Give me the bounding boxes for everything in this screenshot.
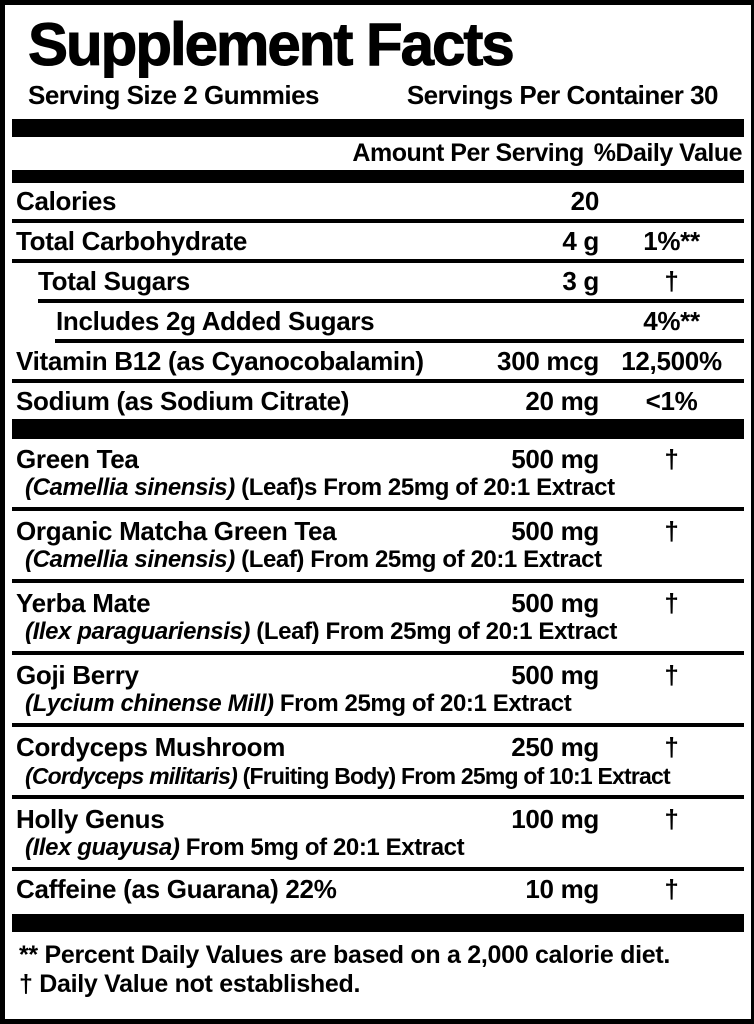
ingredient-amount: 500 mg [511,587,599,618]
botanical-latin-name: (Ilex guayusa) [25,834,180,862]
nutrient-amount: 300 mcg [497,345,599,376]
column-header-amount: Amount Per Serving [352,139,584,167]
ingredient-amount: 500 mg [511,443,599,474]
nutrient-row-vitamin-b12: Vitamin B12 (as Cyanocobalamin) 300 mcg … [12,343,744,379]
ingredient-amount: 250 mg [511,732,599,763]
ingredient-daily-value: † [664,803,679,834]
botanical-extract-info: (Leaf)s From 25mg of 20:1 Extract [234,474,615,502]
row-divider [12,795,744,799]
botanical-detail: (Cordyceps militaris) (Fruiting Body) Fr… [12,762,744,789]
botanical-extract-info: From 5mg of 20:1 Extract [179,834,465,862]
botanical-latin-name: (Lycium chinense Mill) [25,690,274,718]
ingredient-daily-value: † [664,732,679,763]
row-divider [12,579,744,583]
nutrient-row-total-carbohydrate: Total Carbohydrate 4 g 1%** [12,223,744,259]
row-divider [12,651,744,655]
row-divider [12,259,744,263]
botanical-extract-info: (Leaf) From 25mg of 20:1 Extract [250,618,617,646]
nutrient-amount: 20 [570,185,600,216]
ingredient-name: Goji Berry [16,659,139,690]
nutrient-row-sodium: Sodium (as Sodium Citrate) 20 mg <1% [12,383,744,419]
column-header-row: Amount Per Serving %Daily Value [12,137,744,170]
nutrient-name: Total Carbohydrate [16,225,248,256]
ingredient-row-green-tea: Green Tea 500 mg † (Camellia sinensis) (… [12,439,744,507]
nutrient-amount: 3 g [562,265,599,296]
nutrient-name: Calories [16,185,117,216]
row-divider [12,507,744,511]
ingredient-name: Cordyceps Mushroom [16,732,286,763]
ingredient-name: Green Tea [16,443,139,474]
ingredient-row-matcha-green-tea: Organic Matcha Green Tea 500 mg † (Camel… [12,511,744,579]
nutrient-amount: 4 g [562,225,599,256]
ingredient-name: Yerba Mate [16,587,151,618]
botanical-latin-name: (Camellia sinensis) [25,546,235,574]
row-divider [12,219,744,223]
nutrient-row-total-sugars: Total Sugars 3 g † [12,263,744,299]
nutrient-daily-value: 4%** [643,305,700,336]
thick-divider-middle [12,419,744,439]
ingredient-row-yerba-mate: Yerba Mate 500 mg † (Ilex paraguariensis… [12,583,744,651]
nutrient-name: Total Sugars [38,265,190,296]
ingredient-name: Organic Matcha Green Tea [16,515,337,546]
ingredient-row-cordyceps-mushroom: Cordyceps Mushroom 250 mg † (Cordyceps m… [12,727,744,795]
row-divider-indented [55,339,744,343]
ingredient-row-goji-berry: Goji Berry 500 mg † (Lycium chinense Mil… [12,655,744,723]
nutrient-daily-value: 1%** [643,225,700,256]
botanical-extract-info: (Fruiting Body) From 25mg of 10:1 Extrac… [237,762,671,789]
ingredient-amount: 500 mg [511,515,599,546]
footnotes: ** Percent Daily Values are based on a 2… [12,941,744,999]
botanical-detail: (Camellia sinensis) (Leaf)s From 25mg of… [12,474,744,502]
nutrient-daily-value: <1% [645,385,698,416]
servings-per-container: Servings Per Container 30 [406,80,719,110]
ingredient-daily-value: † [664,515,679,546]
botanical-detail: (Ilex paraguariensis) (Leaf) From 25mg o… [12,618,744,646]
ingredient-amount: 100 mg [511,803,599,834]
nutrient-name: Includes 2g Added Sugars [56,305,375,336]
row-divider [12,379,744,383]
footnote-percent-daily-values: ** Percent Daily Values are based on a 2… [19,941,670,969]
footnote-daily-value-not-established: † Daily Value not established. [19,970,361,998]
botanical-detail: (Lycium chinense Mill) From 25mg of 20:1… [12,690,744,718]
botanical-latin-name: (Camellia sinensis) [25,474,235,502]
nutrient-daily-value: † [664,265,679,296]
thick-divider-header [12,170,744,183]
nutrient-row-calories: Calories 20 [12,183,744,219]
serving-size: Serving Size 2 Gummies [28,80,320,110]
ingredient-daily-value: † [664,443,679,474]
nutrient-amount: 20 mg [525,385,599,416]
ingredient-amount: 500 mg [511,659,599,690]
row-divider [12,867,744,871]
nutrient-daily-value: † [664,873,679,904]
ingredient-daily-value: † [664,587,679,618]
supplement-facts-title: Supplement Facts [28,11,516,78]
nutrient-name: Vitamin B12 (as Cyanocobalamin) [16,345,424,376]
ingredient-name: Holly Genus [16,803,165,834]
botanical-detail: (Camellia sinensis) (Leaf) From 25mg of … [12,546,744,574]
nutrient-row-added-sugars: Includes 2g Added Sugars 4%** [12,303,744,339]
row-divider-indented [38,299,744,303]
botanical-latin-name: (Ilex paraguariensis) [25,618,251,646]
botanical-extract-info: From 25mg of 20:1 Extract [273,690,572,718]
nutrient-row-caffeine: Caffeine (as Guarana) 22% 10 mg † [12,871,744,907]
ingredient-row-holly-genus: Holly Genus 100 mg † (Ilex guayusa) From… [12,799,744,867]
thick-divider-bottom [12,914,744,932]
botanical-extract-info: (Leaf) From 25mg of 20:1 Extract [234,546,602,574]
serving-info: Serving Size 2 Gummies Servings Per Cont… [12,80,744,110]
nutrient-name: Caffeine (as Guarana) 22% [16,873,337,904]
nutrient-daily-value: 12,500% [621,345,722,376]
thick-divider-top [12,119,744,137]
column-header-daily-value: %Daily Value [593,139,743,167]
botanical-latin-name: (Cordyceps militaris) [25,762,238,789]
ingredient-daily-value: † [664,659,679,690]
nutrient-amount: 10 mg [525,873,599,904]
nutrient-name: Sodium (as Sodium Citrate) [16,385,350,416]
row-divider [12,723,744,727]
botanical-detail: (Ilex guayusa) From 5mg of 20:1 Extract [12,834,744,862]
